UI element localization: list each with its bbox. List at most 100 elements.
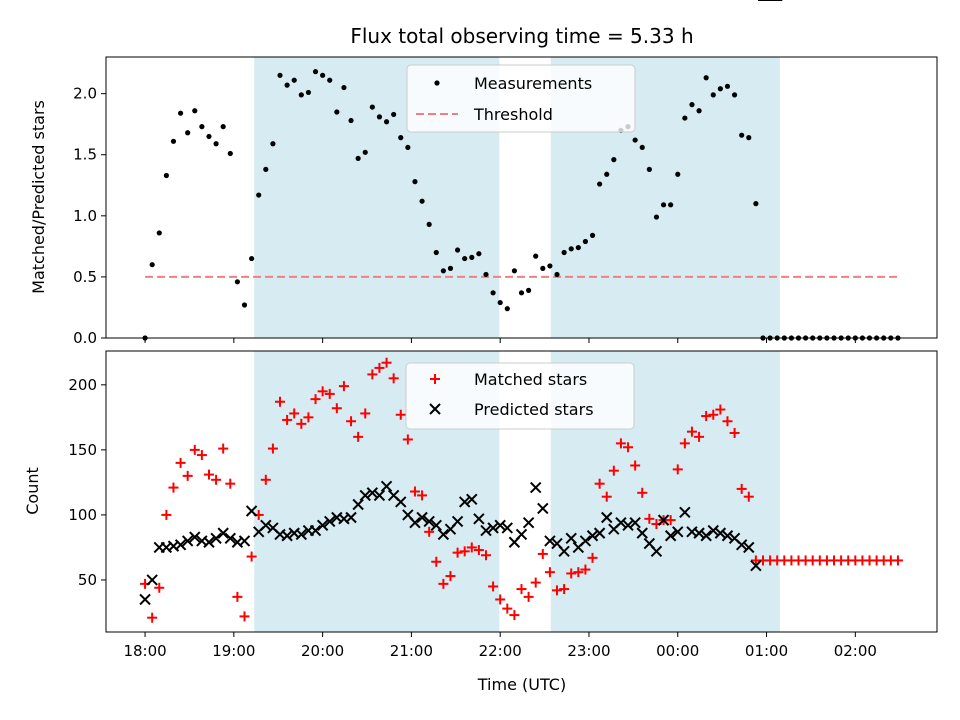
measurements-legend-label: Measurements — [474, 74, 592, 93]
predicted-point — [260, 519, 272, 532]
predicted-point — [629, 517, 641, 529]
measurement-point — [284, 82, 290, 88]
matched-point — [708, 409, 719, 420]
count-legend: Matched stars Predicted stars — [405, 362, 635, 430]
matched-point — [594, 478, 605, 489]
y-tick-label: 2.0 — [73, 85, 97, 103]
predicted-point — [366, 487, 379, 499]
predicted-point — [473, 513, 485, 525]
matched-point — [189, 444, 200, 455]
predicted-point — [409, 517, 421, 529]
matched-point — [452, 547, 463, 558]
matched-point — [431, 556, 442, 567]
matched-point — [381, 357, 392, 368]
predicted-point — [601, 511, 613, 524]
predicted-point — [316, 519, 329, 532]
matched-point — [722, 416, 733, 427]
x-tick-label: 21:00 — [390, 642, 433, 660]
matched-point — [580, 564, 591, 575]
measurement-point — [497, 299, 503, 306]
matched-point — [147, 612, 158, 623]
measurement-point — [156, 230, 162, 236]
matched-point — [324, 388, 335, 399]
predicted-point — [423, 515, 435, 528]
matched-point — [644, 513, 655, 524]
measurement-point — [739, 132, 745, 138]
predicted-point — [181, 535, 194, 547]
matched-point — [544, 567, 555, 578]
matched-point — [587, 552, 598, 563]
predicted-point — [458, 496, 471, 508]
predicted-point — [515, 528, 528, 541]
x-tick-label: 01:00 — [745, 642, 788, 660]
measurement-point — [483, 271, 489, 278]
ratio-plot-area — [142, 69, 901, 341]
matched-point — [303, 412, 314, 423]
matched-point — [296, 418, 307, 429]
y-tick-label: 0.5 — [73, 268, 97, 286]
predicted-point — [416, 511, 428, 524]
matched-point — [552, 585, 563, 596]
predicted-point — [238, 535, 251, 547]
matched-point — [417, 490, 428, 501]
predicted-point — [693, 527, 705, 539]
measurement-point — [241, 302, 248, 308]
measurement-point — [270, 141, 276, 147]
measurement-point — [710, 92, 716, 98]
matched-point — [218, 443, 229, 454]
predicted-point — [636, 527, 648, 539]
predicted-point — [139, 593, 151, 606]
measurement-point — [213, 141, 219, 147]
predicted-point — [522, 517, 535, 529]
predicted-point — [750, 559, 762, 572]
predicted-legend-marker — [429, 403, 441, 415]
measurement-point — [263, 166, 269, 172]
measurement-point — [511, 268, 517, 274]
predicted-point — [544, 535, 556, 547]
measurement-point — [249, 255, 255, 262]
measurement-point — [554, 271, 560, 278]
matched-point — [402, 434, 413, 445]
matched-point — [360, 408, 371, 419]
predicted-point — [295, 528, 308, 541]
predicted-point — [593, 527, 606, 539]
matched-point — [523, 591, 534, 602]
measurement-point — [334, 109, 340, 115]
measurement-point — [170, 138, 177, 144]
count-axes: 50 100 150 200 18:00 19:00 20:00 21:00 22:00 23:0… — [68, 376, 877, 660]
measurement-point — [220, 124, 226, 130]
measurement-point — [348, 117, 354, 124]
matched-point — [260, 474, 271, 485]
predicted-point — [743, 541, 755, 554]
matched-point — [480, 550, 491, 561]
ratio-axes: 0.0 0.5 1.0 1.5 2.0 — [73, 85, 856, 347]
matched-point — [409, 486, 420, 497]
matched-point — [665, 515, 676, 526]
matched-point — [559, 584, 570, 595]
matched-point — [686, 426, 697, 437]
matched-point — [211, 474, 222, 485]
y-tick-label: 1.0 — [73, 207, 97, 225]
matched-point — [516, 584, 527, 595]
matched-point — [623, 442, 634, 453]
measurement-point — [561, 249, 567, 256]
measurement-point — [753, 201, 759, 207]
matched-point — [374, 362, 385, 373]
predicted-point — [309, 524, 322, 537]
matched-point — [892, 555, 903, 566]
matched-point — [736, 483, 747, 494]
measurement-point — [490, 290, 496, 296]
measurement-point — [462, 255, 468, 262]
measurement-point — [597, 181, 603, 187]
matched-point — [196, 450, 207, 461]
predicted-point — [679, 506, 691, 519]
x-tick-label: 18:00 — [123, 642, 166, 660]
matched-point — [353, 431, 364, 442]
measurement-point — [547, 263, 553, 269]
predicted-point — [174, 539, 187, 551]
x-tick-label: 23:00 — [567, 642, 610, 660]
chart-title: Flux total observing time = 5.33 h — [350, 24, 693, 48]
measurement-point — [703, 75, 709, 81]
matched-point — [225, 478, 236, 489]
